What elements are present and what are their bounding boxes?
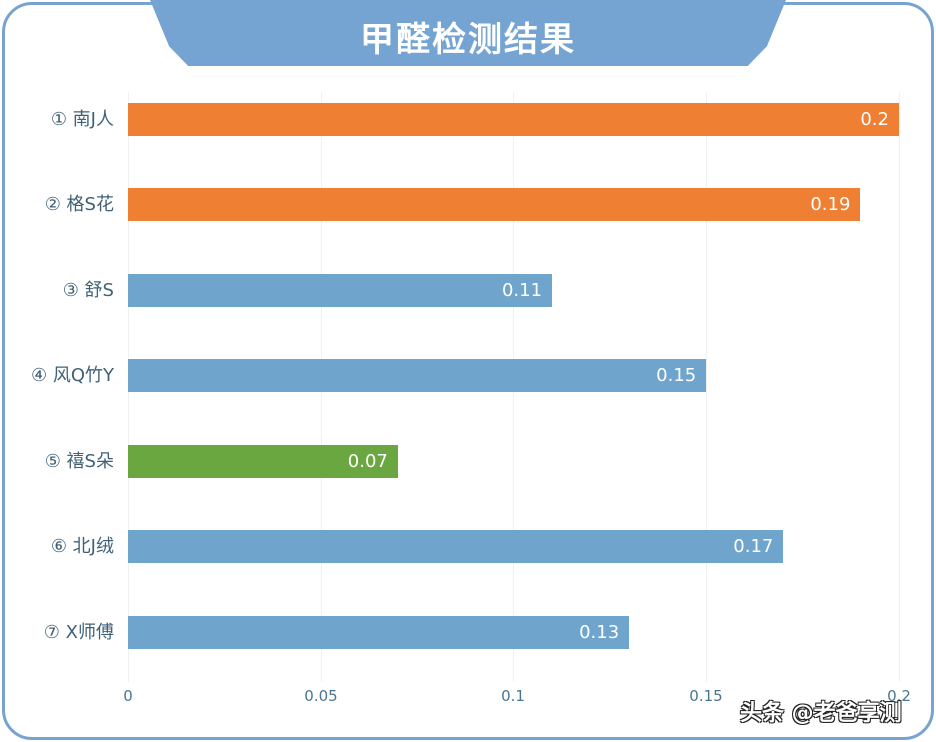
gridline-0-2 [899, 92, 900, 682]
gridline-0-15 [706, 92, 707, 682]
watermark-credit: 头条 @老爸享测 [740, 701, 902, 726]
bar-value-label: 0.2 [860, 109, 889, 130]
title-banner: 甲醛检测结果 [150, 0, 786, 66]
x-tick-label: 0.05 [304, 687, 338, 705]
bar: 0.15 [128, 359, 707, 392]
bar-value-label: 0.19 [810, 194, 851, 215]
bar-value-label: 0.17 [733, 536, 774, 557]
bar: 0.11 [128, 274, 553, 307]
chart-title: 甲醛检测结果 [360, 20, 576, 60]
x-tick-label: 0.1 [501, 687, 525, 705]
bar-value-label: 0.11 [501, 280, 543, 301]
x-tick-label: 0.15 [689, 687, 723, 705]
x-tick-label: 0.2 [887, 687, 911, 705]
category-label: ③ 舒S [62, 280, 114, 301]
bar-value-label: 0.07 [347, 451, 388, 472]
bar-value-label: 0.15 [656, 365, 697, 386]
bar: 0.07 [128, 445, 398, 478]
x-tick-label: 0 [123, 687, 133, 705]
bar: 0.19 [128, 188, 861, 221]
bar: 0.2 [128, 103, 899, 136]
category-label: ④ 风Q竹Y [30, 365, 114, 386]
bar-value-label: 0.13 [579, 622, 620, 643]
category-label: ⑦ X师傅 [43, 622, 114, 643]
category-label: ⑤ 禧S朵 [44, 451, 114, 472]
bar: 0.17 [128, 530, 784, 563]
bar: 0.13 [128, 616, 630, 649]
category-label: ⑥ 北J绒 [50, 536, 114, 557]
category-label: ① 南J人 [50, 109, 114, 130]
category-label: ② 格S花 [44, 194, 114, 215]
